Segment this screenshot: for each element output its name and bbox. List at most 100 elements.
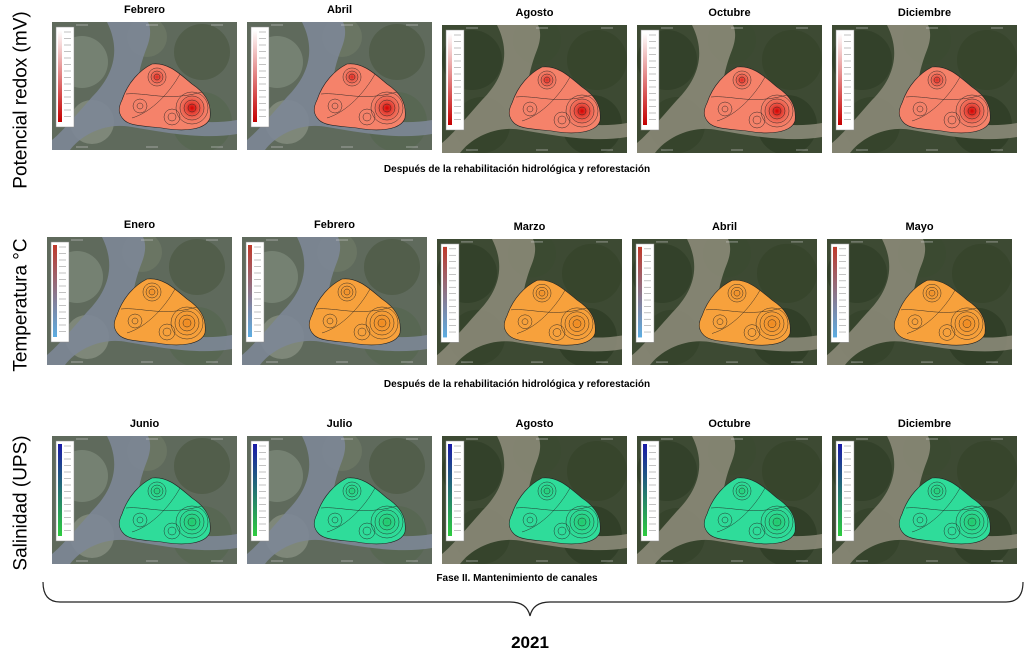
map-panel: Octubre xyxy=(637,7,822,153)
legend-colorbar xyxy=(443,246,447,338)
contour-line xyxy=(738,487,746,495)
contour-line xyxy=(370,91,404,125)
contour-line xyxy=(925,287,939,300)
contour-line xyxy=(167,112,177,122)
contour-line xyxy=(905,505,983,511)
hotspot xyxy=(564,93,600,129)
contour-line xyxy=(963,102,981,120)
row-caption: Fase II. Mantenimiento de canales xyxy=(436,573,598,584)
contour-map xyxy=(832,25,1017,153)
contour-line xyxy=(768,513,786,531)
contour-line xyxy=(153,487,161,495)
contour-line xyxy=(764,509,790,535)
panel-title: Diciembre xyxy=(897,7,952,19)
contour-line xyxy=(521,318,529,325)
contour-line xyxy=(767,319,777,328)
contour-line xyxy=(175,505,209,539)
legend-colorbar xyxy=(838,444,842,536)
contour-line xyxy=(930,73,944,87)
contour-line xyxy=(564,311,590,336)
legend-colorbar xyxy=(253,444,257,536)
contour-line xyxy=(131,487,181,533)
contour-line xyxy=(711,290,761,334)
contour-line xyxy=(348,487,356,495)
contour-line xyxy=(537,70,557,90)
map-panel: Junio xyxy=(52,418,237,564)
panel-title: Abril xyxy=(711,221,738,233)
legend-colorbar xyxy=(643,33,647,125)
contour-line xyxy=(733,289,741,297)
contour-line xyxy=(967,106,977,116)
map-panel: Marzo xyxy=(437,221,622,365)
contour-line xyxy=(716,76,766,122)
legend-colorbar xyxy=(253,30,257,122)
contour-line xyxy=(357,327,367,337)
panel-title: Enero xyxy=(123,219,156,231)
hotspot xyxy=(759,504,795,540)
contour-line xyxy=(365,306,399,340)
contour-line xyxy=(705,307,783,313)
legend-colorbar xyxy=(58,444,62,536)
contour-line xyxy=(348,73,356,81)
contour-line xyxy=(933,76,941,84)
contour-line xyxy=(136,102,144,110)
contour-line xyxy=(759,311,785,336)
row-label-temperature: Temperatura °C xyxy=(11,238,33,372)
hotspot xyxy=(364,305,400,341)
hotspot xyxy=(531,282,553,304)
land-patch xyxy=(957,441,1017,501)
contour-line xyxy=(131,73,181,119)
contour-line xyxy=(178,314,196,332)
contour-line xyxy=(382,517,392,527)
contour-line xyxy=(378,513,396,531)
row-caption: Después de la rehabilitación hidrológica… xyxy=(383,164,651,175)
contour-line xyxy=(163,522,181,540)
contour-line xyxy=(955,94,989,128)
contour-line xyxy=(930,484,944,498)
contour-line xyxy=(958,315,976,332)
river xyxy=(632,239,817,365)
contour-line xyxy=(183,513,201,531)
contour-line xyxy=(515,505,593,511)
contour-line xyxy=(345,484,359,498)
hotspot xyxy=(369,90,405,126)
contour-line xyxy=(331,516,339,524)
contour-line xyxy=(710,94,788,100)
contour-line xyxy=(174,310,200,336)
contour-line xyxy=(565,94,599,128)
hotspot xyxy=(731,480,753,502)
contour-line xyxy=(374,509,400,535)
contour-line xyxy=(716,318,724,325)
contour-line xyxy=(522,101,538,117)
contour-line xyxy=(927,70,947,90)
contour-map xyxy=(247,436,432,564)
map-panel: Febrero xyxy=(52,4,237,150)
contour-line xyxy=(954,311,980,336)
contour-line xyxy=(343,288,351,296)
hotspot xyxy=(341,480,363,502)
contour-line xyxy=(900,307,978,313)
contour-line xyxy=(322,313,338,329)
contour-line xyxy=(568,315,586,332)
contour-line xyxy=(716,487,766,533)
contour-line xyxy=(907,314,923,329)
contour-line xyxy=(738,76,746,84)
legend-colorbar xyxy=(58,30,62,122)
row-caption: Después de la rehabilitación hidrológica… xyxy=(383,379,651,390)
contour-line xyxy=(150,484,164,498)
contour-line xyxy=(126,288,176,334)
contour-line xyxy=(755,307,789,340)
contour-line xyxy=(911,487,961,533)
hotspot xyxy=(169,305,205,341)
contour-line xyxy=(170,306,204,340)
contour-line xyxy=(569,509,595,535)
contour-line xyxy=(938,324,956,341)
contour-line xyxy=(182,318,192,328)
contour-line xyxy=(911,318,919,325)
contour-line xyxy=(721,105,729,113)
hotspot xyxy=(146,480,168,502)
contour-line xyxy=(516,290,566,334)
land-patch xyxy=(562,243,622,303)
hotspot xyxy=(754,305,790,342)
hotspot xyxy=(559,305,595,342)
